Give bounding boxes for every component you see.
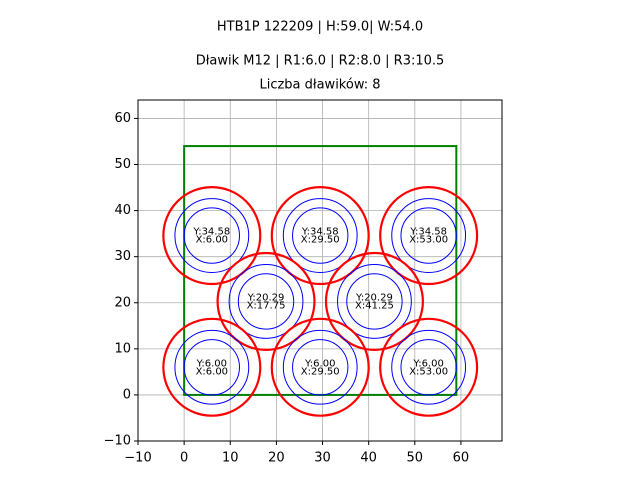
circle	[174, 329, 250, 405]
x-value-label: X:53.00	[409, 235, 448, 246]
chart-title: HTB1P 122209 | H:59.0| W:54.0	[217, 20, 423, 35]
circle	[270, 317, 370, 417]
circle	[400, 339, 457, 396]
axes-frame	[137, 99, 503, 442]
circle	[270, 186, 370, 286]
circle	[162, 317, 262, 417]
x-value-label: X:29.50	[301, 366, 340, 377]
circle	[379, 186, 479, 286]
value-label: Y:34.58	[301, 227, 339, 238]
x-tick-label: 60	[453, 451, 470, 466]
y-tick-label: 10	[114, 341, 131, 356]
value-label: Y:6.00	[412, 358, 443, 369]
x-tick-label: 30	[314, 451, 331, 466]
circle	[282, 329, 358, 405]
x-value-label: X:41.25	[355, 300, 394, 311]
value-label: Y:20.29	[355, 292, 393, 303]
circle	[216, 251, 316, 351]
value-label: Y:6.00	[196, 358, 227, 369]
value-label: Y:34.58	[192, 227, 230, 238]
circle	[183, 207, 240, 264]
y-tick-label: 30	[114, 249, 131, 264]
value-label: Y:6.00	[304, 358, 335, 369]
circle	[237, 273, 295, 330]
circle	[400, 207, 457, 264]
x-value-label: X:6.00	[196, 366, 229, 377]
y-tick-label: 20	[114, 295, 131, 310]
circle	[228, 264, 304, 339]
chart-subtitle: Liczba dławików: 8	[259, 78, 380, 93]
circle	[162, 186, 262, 286]
y-tick-label: 40	[114, 203, 131, 218]
x-value-label: X:53.00	[409, 366, 448, 377]
circle	[346, 273, 403, 330]
y-tick-label: 50	[114, 157, 131, 172]
x-tick-label: 0	[180, 451, 188, 466]
circle	[174, 198, 250, 273]
x-value-label: X:29.50	[301, 235, 340, 246]
circle	[292, 207, 349, 264]
x-tick-label: 50	[407, 451, 424, 466]
x-tick-label: −10	[124, 451, 151, 466]
x-value-label: X:6.00	[196, 235, 229, 246]
circle	[292, 339, 349, 396]
x-tick-label: 40	[360, 451, 377, 466]
circle	[282, 198, 358, 273]
y-tick-label: 60	[114, 111, 131, 126]
circle	[379, 317, 479, 417]
y-tick-label: −10	[104, 434, 131, 449]
circle	[337, 264, 412, 339]
chart-subtitle: Dławik M12 | R1:6.0 | R2:8.0 | R3:10.5	[196, 54, 445, 69]
value-label: Y:20.29	[247, 292, 285, 303]
x-tick-label: 10	[222, 451, 239, 466]
y-tick-label: 0	[123, 387, 131, 402]
circle	[391, 329, 467, 405]
x-tick-label: 20	[268, 451, 285, 466]
circle	[324, 251, 424, 351]
value-label: Y:34.58	[409, 227, 447, 238]
circle	[391, 198, 467, 273]
circle	[183, 339, 240, 396]
x-value-label: X:17.75	[247, 300, 286, 311]
